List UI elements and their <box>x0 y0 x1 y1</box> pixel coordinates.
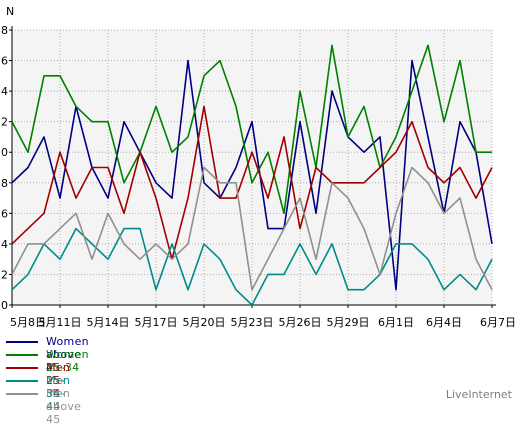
series-line <box>11 166 493 291</box>
y-tick-label: 2 <box>1 268 8 281</box>
legend-swatch <box>6 341 38 343</box>
legend-swatch <box>6 354 38 356</box>
y-tick-label: 18 <box>0 24 8 37</box>
x-tick-label: 5月23日 <box>231 316 274 329</box>
legend-swatch <box>6 380 38 382</box>
x-tick-label: 6月1日 <box>378 316 414 329</box>
y-tick-label: 6 <box>1 207 8 220</box>
y-tick-label: 0 <box>1 299 8 312</box>
legend-swatch <box>6 393 38 395</box>
y-tick-label: 4 <box>1 238 8 251</box>
series-line <box>11 105 493 261</box>
legend-label: Men above 45 <box>46 387 82 426</box>
plot-area <box>12 30 492 305</box>
y-axis-ticks: 0 2 4 6 8 10 12 14 16 18 <box>0 24 12 312</box>
x-tick-label: 5月8日 <box>10 316 46 329</box>
axes <box>11 26 496 306</box>
x-tick-label: 5月14日 <box>87 316 130 329</box>
legend-label: Women 25-34 <box>46 348 89 374</box>
y-tick-label: 16 <box>0 55 8 68</box>
x-tick-label: 6月7日 <box>480 316 516 329</box>
y-axis-label: N <box>6 5 14 18</box>
legend-label: Men 25-34 <box>46 361 71 400</box>
x-tick-label: 5月20日 <box>183 316 226 329</box>
x-tick-label: 5月17日 <box>135 316 178 329</box>
y-tick-label: 14 <box>0 85 8 98</box>
y-tick-label: 12 <box>0 116 8 129</box>
y-tick-label: 10 <box>0 146 8 159</box>
watermark: LiveInternet <box>445 388 512 401</box>
series-line <box>11 44 492 215</box>
x-tick-label: 5月11日 <box>39 316 82 329</box>
legend-label: Women above 45 <box>46 335 89 374</box>
x-tick-label: 6月4日 <box>426 316 462 329</box>
x-tick-label: 5月29日 <box>327 316 370 329</box>
y-tick-label: 8 <box>1 177 8 190</box>
legend-swatch <box>6 367 38 369</box>
x-tick-label: 5月26日 <box>279 316 322 329</box>
